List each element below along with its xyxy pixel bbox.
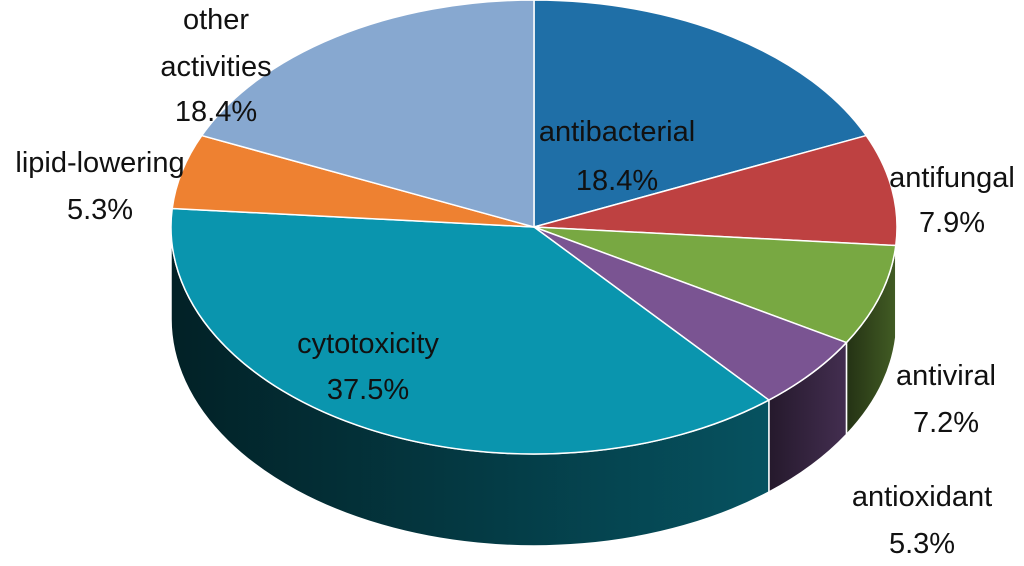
slice-label-antiviral-name: antiviral xyxy=(896,360,996,392)
slice-label-antioxidant-value: 5.3% xyxy=(889,528,955,560)
pie-top xyxy=(170,0,898,455)
slice-label-cytotoxicity-value: 37.5% xyxy=(327,374,409,406)
slice-label-other-activities-value: 18.4% xyxy=(175,96,257,128)
slice-label-antifungal-name: antifungal xyxy=(889,162,1015,194)
slice-label-other-activities-line2: activities xyxy=(160,51,271,83)
slice-label-lipid-lowering-value: 5.3% xyxy=(67,194,133,226)
slice-antiviral xyxy=(533,226,897,344)
slice-other-activities xyxy=(201,0,535,228)
slice-antibacterial xyxy=(533,0,867,228)
slice-label-antioxidant-name: antioxidant xyxy=(852,481,992,513)
slice-label-cytotoxicity-name: cytotoxicity xyxy=(297,328,439,360)
pie-side-walls xyxy=(170,226,898,547)
slice-label-antiviral-value: 7.2% xyxy=(913,407,979,439)
slice-label-antibacterial-value: 18.4% xyxy=(576,165,658,197)
slice-label-antifungal-value: 7.9% xyxy=(919,207,985,239)
slice-labels: antibacterial 18.4% antifungal 7.9% anti… xyxy=(15,4,1015,560)
slice-label-lipid-lowering-name: lipid-lowering xyxy=(15,147,184,179)
slice-label-antibacterial-name: antibacterial xyxy=(539,116,695,148)
slice-antifungal xyxy=(533,134,898,247)
slice-label-other-activities-line1: other xyxy=(183,4,249,36)
slice-cytotoxicity xyxy=(170,207,770,455)
